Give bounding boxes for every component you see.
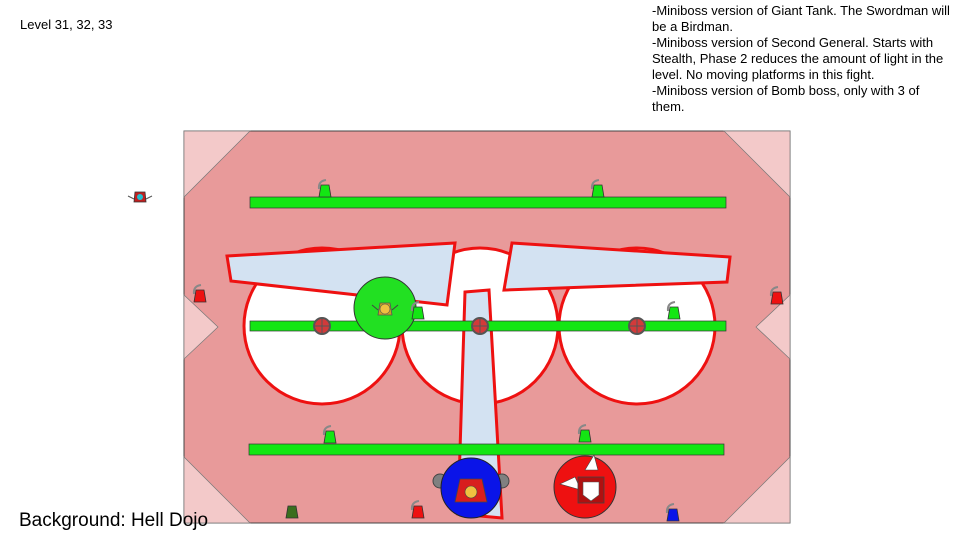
background-label: Background: Hell Dojo: [19, 510, 209, 531]
enemy-red-icon: [410, 500, 425, 519]
flying-enemy-icon: [127, 191, 153, 203]
corner-top-right: [723, 130, 791, 198]
platform-top: [249, 196, 727, 209]
enemy-green-icon: [590, 179, 605, 198]
wall-spike-left: [183, 294, 219, 360]
bomb-marker: [313, 317, 331, 335]
enemy-green-icon: [317, 179, 332, 198]
level-label: Level 31, 32, 33: [20, 17, 113, 32]
enemy-green-icon: [410, 301, 425, 320]
enemy-green-icon: [666, 301, 681, 320]
bomb-marker: [471, 317, 489, 335]
red-miniboss: [553, 454, 617, 519]
note-bomb-boss: -Miniboss version of Bomb boss, only wit…: [652, 83, 920, 114]
corner-bottom-right: [723, 456, 791, 524]
corner-bottom-left: [183, 456, 251, 524]
green-miniboss: [353, 276, 417, 340]
note-second-general: -Miniboss version of Second General. Sta…: [652, 35, 944, 82]
enemy-red-icon: [769, 286, 784, 305]
wall-spike-right: [755, 294, 791, 360]
enemy-blue-icon: [665, 503, 680, 522]
bomb-marker: [628, 317, 646, 335]
design-notes: -Miniboss version of Giant Tank. The Swo…: [652, 3, 952, 115]
slanted-bar-right: [502, 241, 732, 292]
enemy-green-icon: [577, 424, 592, 443]
blue-miniboss: [432, 457, 510, 519]
enemy-green-icon: [322, 425, 337, 444]
enemy-red-icon: [192, 284, 207, 303]
note-giant-tank: -Miniboss version of Giant Tank. The Swo…: [652, 3, 950, 34]
enemy-darkgreen-icon: [285, 505, 299, 519]
platform-bottom: [248, 443, 725, 456]
corner-top-left: [183, 130, 251, 198]
